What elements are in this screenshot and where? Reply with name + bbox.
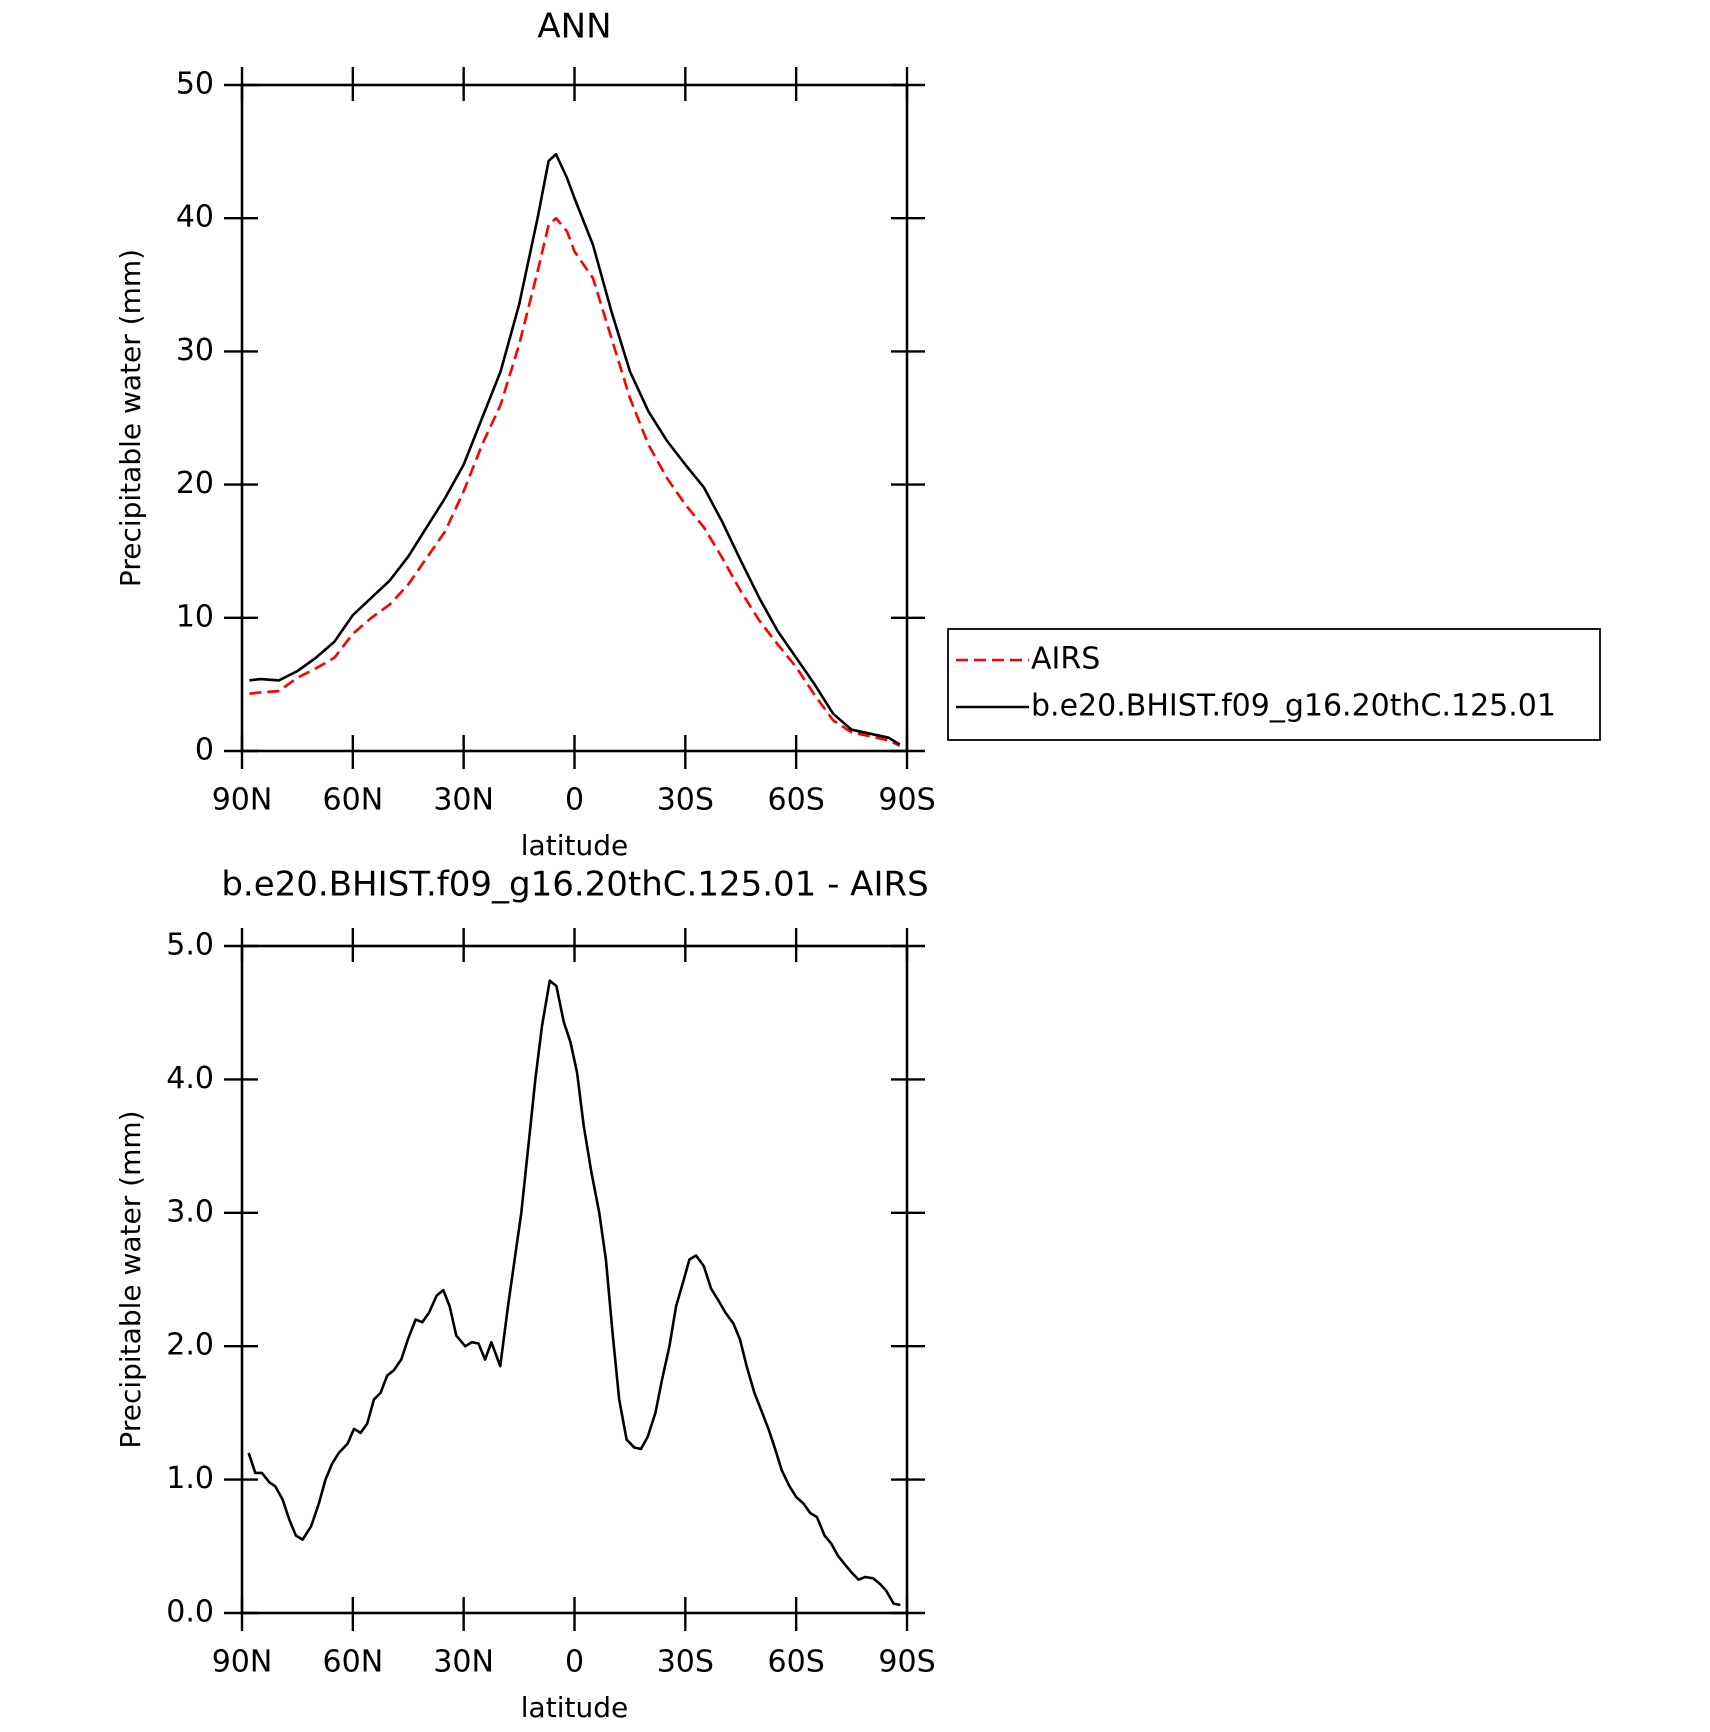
x-tick-label: 60S [768,1645,825,1680]
x-tick-label: 60N [323,1645,384,1680]
chart-title: b.e20.BHIST.f09_g16.20thC.125.01 - AIRS [221,865,928,905]
x-tick-label: 30S [657,1645,714,1680]
y-tick-label: 1.0 [166,1461,214,1496]
y-axis-label: Precipitable water (mm) [114,249,147,587]
y-tick-label: 20 [176,466,214,501]
x-axis-label: latitude [521,1691,628,1724]
y-tick-label: 30 [176,333,214,368]
x-tick-label: 30N [433,1645,494,1680]
y-tick-label: 0 [195,733,214,768]
x-tick-label: 60S [768,783,825,818]
x-tick-label: 30S [657,783,714,818]
x-tick-label: 60N [323,783,384,818]
x-tick-label: 90N [212,783,273,818]
data-line [249,216,901,747]
y-tick-label: 3.0 [166,1194,214,1229]
plot-frame [240,944,909,1615]
legend-box [947,628,1601,741]
y-tick-label: 0.0 [166,1595,214,1630]
y-tick-label: 40 [176,200,214,235]
legend-label: AIRS [1031,642,1100,677]
y-tick-label: 10 [176,599,214,634]
x-tick-label: 90S [878,1645,935,1680]
x-tick-label: 0 [565,1645,584,1680]
chart-title: ANN [537,7,611,47]
x-tick-label: 30N [433,783,494,818]
x-tick-label: 0 [565,783,584,818]
y-axis-label: Precipitable water (mm) [114,1110,147,1448]
y-tick-label: 5.0 [166,928,214,963]
legend-label: b.e20.BHIST.f09_g16.20thC.125.01 [1031,689,1556,724]
y-tick-label: 4.0 [166,1061,214,1096]
data-line [249,152,901,746]
y-tick-label: 50 [176,67,214,102]
x-tick-label: 90N [212,1645,273,1680]
data-line [247,979,901,1607]
plot-frame [240,83,909,753]
x-tick-label: 90S [878,783,935,818]
y-tick-label: 2.0 [166,1328,214,1363]
x-axis-label: latitude [521,829,628,862]
